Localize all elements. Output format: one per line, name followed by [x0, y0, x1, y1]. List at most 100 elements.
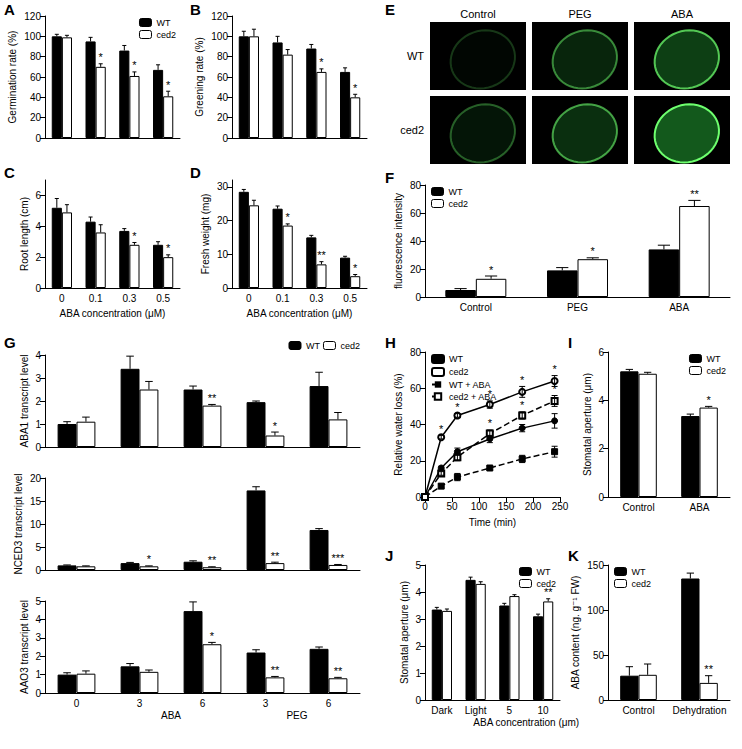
svg-text:0.5: 0.5 [156, 293, 170, 304]
svg-text:2: 2 [35, 651, 41, 662]
svg-text:*: * [353, 82, 358, 94]
svg-text:2: 2 [415, 641, 421, 652]
svg-text:*: * [353, 262, 358, 274]
svg-text:6: 6 [598, 347, 604, 358]
svg-text:0: 0 [74, 698, 80, 709]
svg-text:0: 0 [422, 501, 428, 512]
svg-text:Dehydration: Dehydration [673, 705, 727, 716]
svg-text:ced2: ced2 [632, 579, 652, 589]
svg-text:4: 4 [35, 614, 41, 625]
svg-text:2: 2 [598, 443, 604, 454]
svg-text:10: 10 [538, 705, 550, 716]
svg-text:Root length (cm): Root length (cm) [19, 197, 30, 271]
svg-text:C: C [4, 164, 15, 181]
svg-text:ABA content (ng. g⁻¹ FW): ABA content (ng. g⁻¹ FW) [570, 576, 581, 690]
svg-text:*: * [147, 553, 152, 565]
svg-text:150: 150 [498, 501, 515, 512]
svg-text:ced2: ced2 [449, 367, 469, 377]
svg-text:0: 0 [59, 293, 65, 304]
svg-text:ABA: ABA [671, 8, 694, 20]
svg-text:ced2: ced2 [706, 366, 726, 376]
svg-text:ABA concentration (μM): ABA concentration (μM) [60, 308, 166, 319]
svg-text:WT + ABA: WT + ABA [449, 380, 491, 390]
svg-text:0.1: 0.1 [276, 293, 290, 304]
svg-text:60: 60 [410, 383, 422, 394]
svg-text:30: 30 [217, 181, 229, 192]
svg-text:**: ** [317, 249, 326, 261]
svg-text:**: ** [334, 665, 343, 677]
svg-text:E: E [385, 1, 395, 18]
svg-text:0: 0 [598, 492, 604, 503]
svg-text:**: ** [544, 586, 553, 598]
svg-text:AAO3 transcript level: AAO3 transcript level [19, 600, 30, 694]
svg-text:*: * [552, 363, 557, 375]
svg-text:100: 100 [211, 31, 228, 42]
svg-text:WT: WT [449, 354, 463, 364]
svg-text:*: * [166, 79, 171, 91]
svg-text:*: * [455, 401, 460, 413]
svg-text:120: 120 [24, 11, 41, 22]
svg-text:ABA: ABA [161, 710, 181, 721]
svg-text:**: ** [208, 392, 217, 404]
svg-text:40: 40 [410, 236, 422, 247]
svg-text:80: 80 [410, 347, 422, 358]
svg-text:WT: WT [536, 567, 550, 577]
svg-text:50: 50 [593, 650, 605, 661]
svg-text:ABA1 transcript level: ABA1 transcript level [19, 355, 30, 448]
svg-text:3: 3 [35, 373, 41, 384]
svg-text:ABA concentration (μM): ABA concentration (μM) [247, 308, 353, 319]
svg-text:*: * [132, 230, 137, 242]
svg-text:Greening rate (%): Greening rate (%) [194, 37, 205, 116]
svg-text:0: 0 [415, 492, 421, 503]
svg-text:PEG: PEG [568, 8, 591, 20]
svg-text:ABA concentration (μm): ABA concentration (μm) [473, 717, 579, 728]
svg-text:ABA: ABA [689, 502, 709, 513]
svg-text:H: H [385, 334, 396, 351]
svg-text:100: 100 [471, 501, 488, 512]
svg-text:20: 20 [410, 455, 422, 466]
svg-text:Relative water loss (%): Relative water loss (%) [393, 373, 404, 475]
svg-text:4: 4 [35, 350, 41, 361]
svg-text:0.3: 0.3 [122, 293, 136, 304]
svg-text:3: 3 [35, 632, 41, 643]
svg-text:0: 0 [35, 442, 41, 453]
svg-text:0: 0 [415, 292, 421, 303]
svg-text:*: * [591, 245, 596, 257]
svg-text:20: 20 [30, 473, 42, 484]
svg-text:2: 2 [35, 396, 41, 407]
svg-text:50: 50 [446, 501, 458, 512]
svg-text:0.1: 0.1 [89, 293, 103, 304]
svg-text:100: 100 [587, 605, 604, 616]
svg-text:1: 1 [35, 669, 41, 680]
svg-text:Stomatal aperture (μm): Stomatal aperture (μm) [582, 373, 593, 476]
svg-text:60: 60 [217, 72, 229, 83]
svg-text:0: 0 [246, 293, 252, 304]
svg-text:0: 0 [35, 565, 41, 576]
svg-text:40: 40 [30, 92, 42, 103]
svg-text:5: 5 [35, 596, 41, 607]
svg-text:3: 3 [137, 698, 143, 709]
svg-text:Control: Control [622, 705, 654, 716]
svg-text:A: A [4, 1, 15, 18]
svg-text:ced2: ced2 [340, 341, 360, 351]
svg-text:40: 40 [410, 419, 422, 430]
svg-text:40: 40 [217, 92, 229, 103]
svg-text:Light: Light [465, 705, 487, 716]
svg-text:*: * [520, 374, 525, 386]
svg-text:**: ** [690, 188, 699, 200]
svg-text:WT: WT [449, 187, 463, 197]
svg-text:**: ** [271, 664, 280, 676]
svg-text:G: G [4, 334, 16, 351]
svg-text:Germination rate (%): Germination rate (%) [7, 31, 18, 124]
svg-text:WT: WT [632, 567, 646, 577]
svg-text:PEG: PEG [286, 710, 307, 721]
svg-text:Time (min): Time (min) [469, 517, 516, 528]
svg-text:2: 2 [35, 252, 41, 263]
svg-text:0.3: 0.3 [309, 293, 323, 304]
svg-text:F: F [385, 169, 394, 186]
svg-text:Fresh weight (mg): Fresh weight (mg) [200, 194, 211, 275]
svg-text:PEG: PEG [567, 302, 588, 313]
svg-text:3: 3 [263, 698, 269, 709]
svg-text:3: 3 [415, 614, 421, 625]
svg-text:Stomatal aperture (μm): Stomatal aperture (μm) [399, 581, 410, 684]
